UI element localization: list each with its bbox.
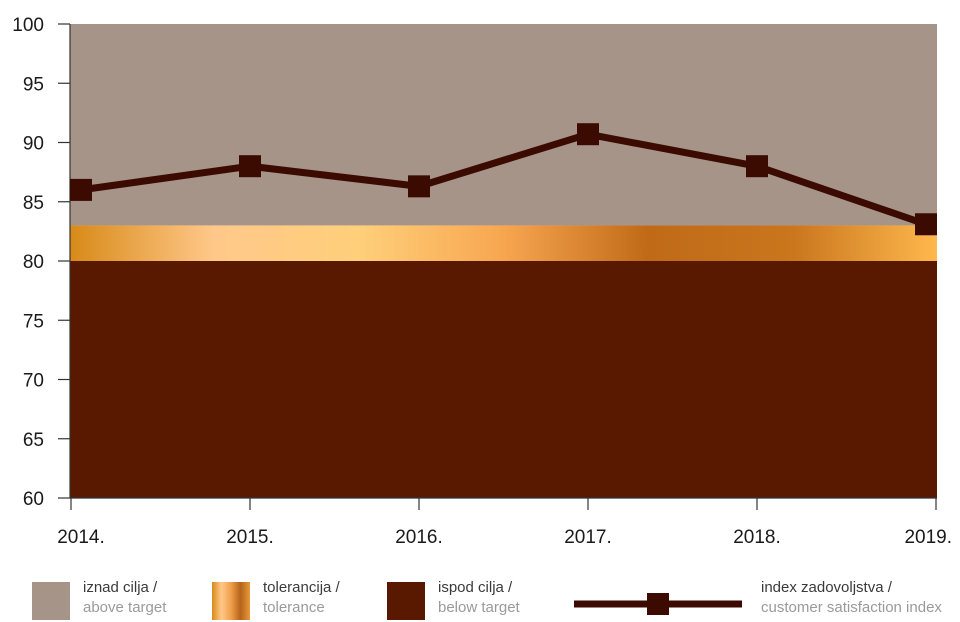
legend-item-above-target: iznad cilja / above target: [32, 578, 202, 622]
data-point: [239, 155, 261, 178]
legend-label-line1: tolerancija /: [263, 579, 340, 596]
legend-label-line1: ispod cilja /: [438, 579, 513, 596]
legend-label-line2: tolerance: [263, 599, 325, 616]
legend-swatch-tolerance: [212, 582, 250, 620]
y-tick-label: 65: [23, 430, 44, 451]
legend-label-tolerance: tolerancija / tolerance: [263, 578, 340, 618]
band-above-target: [70, 24, 937, 226]
y-tick-label: 95: [23, 74, 44, 95]
data-point: [746, 155, 768, 178]
y-tick-label: 80: [23, 252, 44, 273]
y-tick-label: 75: [23, 311, 44, 332]
data-point: [70, 178, 92, 201]
bands: [70, 24, 937, 498]
legend-label-line1: iznad cilja /: [83, 579, 158, 596]
legend-label-line2: below target: [438, 599, 520, 616]
legend: iznad cilja / above target tolerancija /…: [0, 578, 960, 622]
data-point: [577, 123, 599, 146]
x-tick-label: 2016.: [395, 527, 443, 548]
x-tick-label: 2019.: [904, 527, 952, 548]
legend-label-line2: customer satisfaction index: [761, 599, 942, 616]
legend-item-tolerance: tolerancija / tolerance: [212, 578, 382, 622]
legend-symbol-index: [574, 593, 742, 615]
legend-label-line1: index zadovoljstva /: [761, 579, 892, 596]
legend-label-below-target: ispod cilja / below target: [438, 578, 520, 618]
data-point: [915, 213, 937, 236]
x-tick-label: 2015.: [226, 527, 274, 548]
series-line-customer-satisfaction: [80, 130, 928, 228]
band-tolerance: [70, 225, 937, 261]
legend-label-index: index zadovoljstva / customer satisfacti…: [761, 578, 942, 618]
x-tick-label: 2018.: [733, 527, 781, 548]
x-tick-label: 2017.: [564, 527, 612, 548]
y-tick-label: 70: [23, 371, 44, 392]
legend-marker: [647, 593, 669, 615]
legend-item-below-target: ispod cilja / below target: [387, 578, 557, 622]
y-tick-label: 85: [23, 193, 44, 214]
y-tick-label: 60: [23, 489, 44, 510]
legend-item-index: index zadovoljstva / customer satisfacti…: [572, 578, 960, 622]
legend-label-above-target: iznad cilja / above target: [83, 578, 166, 618]
band-below-target: [70, 261, 937, 498]
y-tick-label: 100: [12, 15, 44, 36]
x-tick-label: 2014.: [57, 527, 105, 548]
data-point: [408, 175, 430, 198]
line-chart: 60 65 70 75 80 85 90 95 100 2014. 2015. 2016. 2017. 2…: [12, 15, 952, 548]
y-tick-label: 90: [23, 134, 44, 155]
legend-label-line2: above target: [83, 599, 167, 616]
series: [70, 123, 937, 236]
legend-swatch-below-target: [387, 582, 425, 620]
axes: 60 65 70 75 80 85 90 95 100 2014. 2015. 2016. 2017. 2…: [12, 15, 952, 548]
legend-swatch-above-target: [32, 582, 70, 620]
